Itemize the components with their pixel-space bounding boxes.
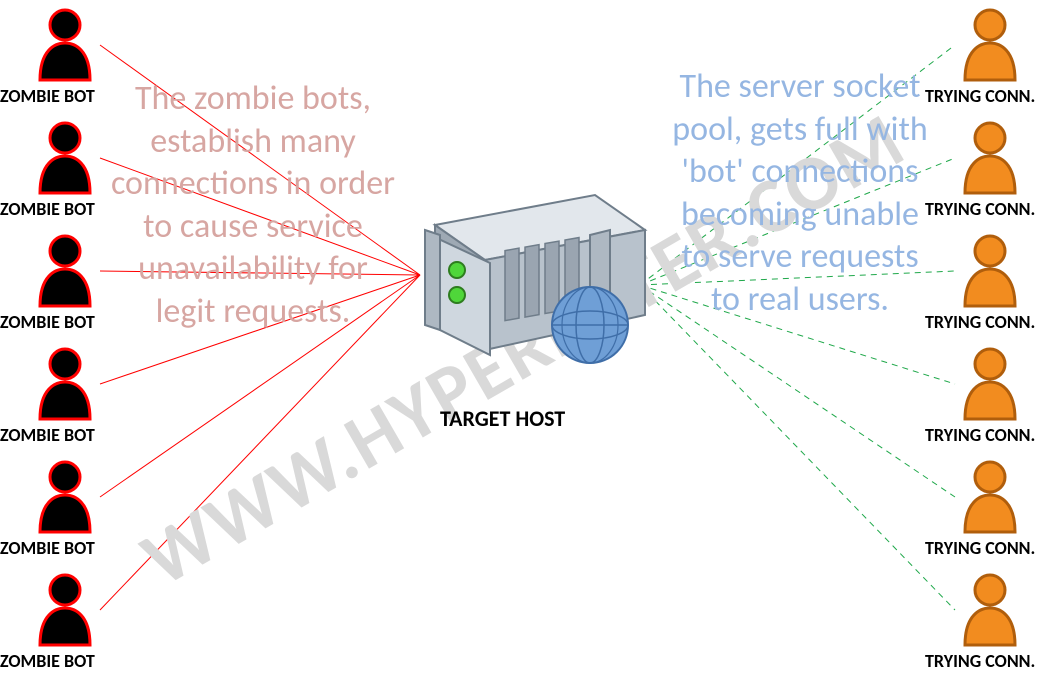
trying-user-icon	[955, 570, 1025, 648]
trying-user-label: TRYING CONN.	[925, 537, 1035, 559]
trying-user-label: TRYING CONN.	[925, 85, 1035, 107]
left-description-text: The zombie bots, establish many connecti…	[108, 78, 398, 333]
trying-user-label: TRYING CONN.	[925, 424, 1035, 446]
zombie-bot-label: ZOMBIE BOT	[0, 198, 95, 220]
zombie-bot-icon	[30, 231, 100, 309]
target-host-server	[395, 175, 655, 410]
target-host-label: TARGET HOST	[440, 405, 565, 432]
trying-user-icon	[955, 5, 1025, 83]
diagram-stage: WWW.HYPERFILTER.COM	[0, 0, 1046, 698]
zombie-bot-icon	[30, 457, 100, 535]
zombie-bot-label: ZOMBIE BOT	[0, 85, 95, 107]
zombie-bot-icon	[30, 344, 100, 422]
zombie-bot-icon	[30, 118, 100, 196]
trying-user-icon	[955, 457, 1025, 535]
zombie-bot-label: ZOMBIE BOT	[0, 424, 95, 446]
trying-user-icon	[955, 118, 1025, 196]
trying-user-icon	[955, 231, 1025, 309]
trying-user-icon	[955, 344, 1025, 422]
zombie-bot-label: ZOMBIE BOT	[0, 650, 95, 672]
trying-user-label: TRYING CONN.	[925, 198, 1035, 220]
right-description-text: The server socket pool, gets full with '…	[670, 66, 930, 321]
zombie-bot-label: ZOMBIE BOT	[0, 311, 95, 333]
zombie-bot-icon	[30, 5, 100, 83]
zombie-bot-label: ZOMBIE BOT	[0, 537, 95, 559]
trying-user-label: TRYING CONN.	[925, 311, 1035, 333]
trying-user-label: TRYING CONN.	[925, 650, 1035, 672]
zombie-bot-icon	[30, 570, 100, 648]
